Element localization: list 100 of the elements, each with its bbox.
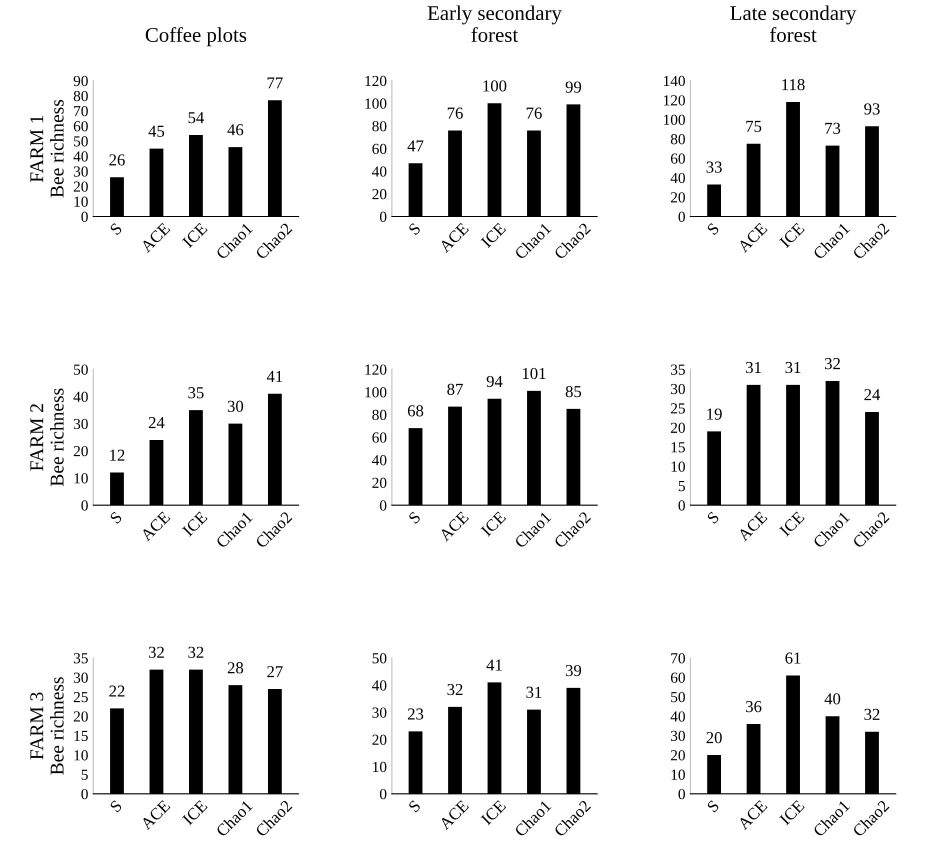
x-tick-label: S — [110, 511, 122, 524]
data-label: 39 — [566, 664, 582, 676]
y-tick-label: 100 — [365, 98, 386, 109]
x-tick-label: ICE — [480, 510, 506, 537]
y-tick-label: 50 — [671, 692, 685, 702]
data-label: 26 — [109, 154, 125, 166]
y-tick-label: 120 — [365, 364, 386, 375]
y-tick-label: 30 — [671, 384, 685, 394]
y-tick-label: 80 — [74, 90, 88, 102]
y-tick-label: 25 — [74, 692, 88, 702]
data-label: 41 — [486, 660, 502, 671]
x-tick-label: S — [706, 800, 720, 813]
chart-title: Early secondary forest — [428, 5, 562, 42]
y-tick-label: 40 — [372, 455, 386, 466]
y-tick-label: 10 — [74, 750, 88, 760]
data-label: 32 — [148, 646, 164, 658]
data-label: 24 — [864, 389, 880, 400]
data-label: 12 — [110, 450, 124, 461]
data-label: 40 — [824, 693, 840, 704]
x-tick-label: ICE — [182, 510, 208, 537]
data-label: 85 — [566, 386, 582, 398]
y-tick-label: 10 — [373, 762, 386, 772]
y-tick-label: 120 — [365, 76, 386, 86]
y-axis-title: FARM 3 Bee richness — [30, 677, 64, 775]
x-tick-label: ICE — [779, 222, 805, 248]
data-label: 32 — [447, 684, 462, 696]
y-axis-title: FARM 1 Bee richness — [30, 100, 64, 198]
data-label: 93 — [864, 103, 880, 115]
y-tick-label: 80 — [372, 121, 386, 132]
data-label: 87 — [447, 384, 463, 395]
y-tick-label: 0 — [81, 500, 88, 511]
y-tick-label: 70 — [671, 653, 685, 664]
data-label: 31 — [786, 362, 800, 374]
y-tick-label: 60 — [670, 153, 685, 164]
y-tick-label: 70 — [74, 106, 88, 116]
x-tick-label: S — [408, 511, 422, 524]
y-tick-label: 20 — [670, 192, 685, 203]
y-tick-label: 0 — [380, 500, 386, 511]
y-tick-label: 40 — [372, 680, 386, 691]
y-tick-label: 20 — [372, 734, 386, 745]
x-tick-label: ICE — [480, 222, 506, 248]
data-label: 68 — [408, 405, 424, 416]
y-tick-label: 30 — [74, 418, 88, 430]
data-label: 24 — [148, 417, 165, 428]
y-tick-label: 100 — [365, 387, 386, 398]
y-tick-label: 20 — [670, 750, 685, 760]
x-tick-label: S — [706, 511, 720, 524]
y-axis-title: FARM 2 Bee richness — [30, 388, 64, 486]
x-tick-label: S — [706, 222, 720, 236]
data-label: 32 — [824, 358, 840, 370]
data-label: 32 — [864, 708, 880, 720]
data-label: 30 — [228, 400, 244, 412]
y-tick-label: 15 — [672, 442, 685, 452]
data-label: 77 — [268, 77, 283, 88]
y-tick-label: 20 — [74, 711, 88, 722]
y-tick-label: 120 — [664, 95, 685, 106]
data-label: 36 — [746, 701, 762, 712]
chart-title: Late secondary forest — [730, 5, 856, 42]
x-tick-label: ICE — [182, 222, 208, 248]
x-tick-label: ICE — [480, 800, 506, 826]
y-tick-label: 5 — [678, 481, 685, 492]
y-tick-label: 90 — [74, 76, 88, 86]
x-tick-label: ICE — [182, 800, 208, 826]
y-tick-label: 140 — [664, 76, 685, 86]
data-label: 31 — [526, 686, 542, 698]
y-tick-label: 20 — [372, 188, 386, 200]
data-label: 54 — [188, 112, 204, 124]
y-tick-label: 50 — [74, 136, 88, 146]
y-tick-label: 10 — [672, 770, 685, 780]
data-label: 28 — [228, 662, 244, 674]
y-tick-label: 40 — [73, 151, 88, 162]
y-tick-label: 0 — [380, 788, 386, 800]
data-label: 118 — [782, 79, 805, 90]
y-tick-label: 80 — [670, 134, 685, 144]
data-label: 45 — [148, 126, 164, 137]
y-tick-label: 60 — [74, 121, 88, 132]
y-tick-label: 0 — [81, 788, 88, 800]
y-tick-label: 20 — [670, 422, 685, 433]
data-label: 99 — [566, 82, 582, 93]
data-label: 22 — [109, 686, 124, 697]
data-label: 75 — [746, 120, 762, 132]
data-label: 100 — [483, 80, 506, 92]
y-tick-label: 100 — [664, 114, 685, 125]
y-tick-label: 40 — [372, 166, 386, 177]
y-tick-label: 30 — [74, 672, 88, 683]
y-tick-label: 30 — [74, 166, 88, 177]
y-tick-label: 35 — [74, 653, 88, 664]
x-tick-label: ICE — [779, 510, 805, 537]
x-tick-label: ICE — [779, 800, 805, 826]
data-label: 35 — [188, 387, 204, 398]
data-label: 19 — [707, 408, 722, 420]
y-tick-label: 10 — [672, 461, 685, 472]
y-tick-label: 0 — [678, 500, 685, 511]
y-tick-label: 40 — [670, 172, 685, 184]
y-tick-label: 25 — [670, 403, 685, 414]
data-label: 31 — [746, 362, 761, 374]
data-label: 41 — [266, 370, 282, 382]
y-tick-label: 5 — [82, 770, 88, 780]
y-tick-label: 20 — [74, 446, 88, 456]
y-tick-label: 60 — [670, 672, 685, 683]
